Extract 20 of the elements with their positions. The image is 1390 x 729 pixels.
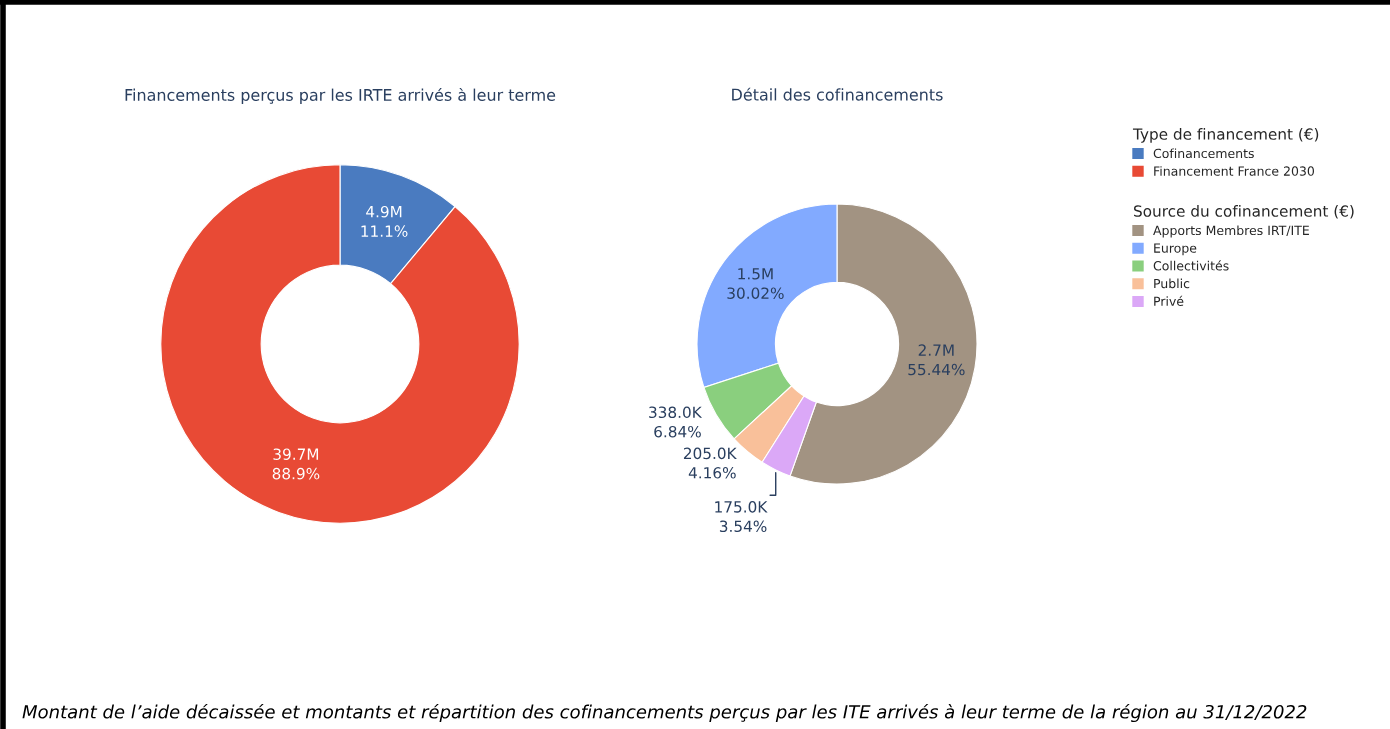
legend-label: Financement France 2030	[1154, 166, 1315, 176]
data-label: 2.7M 55.44%	[908, 344, 965, 376]
data-label: 39.7M 88.9%	[272, 448, 320, 480]
legend-label: Apports Membres IRT/ITE	[1153, 225, 1309, 238]
legend-title: Source du cofinancement (€)	[1134, 205, 1354, 219]
data-label: 338.0K 6.84%	[649, 406, 703, 438]
data-label: 1.5M 30.02%	[727, 268, 784, 299]
legend-title: Type de financement (€)	[1132, 128, 1319, 143]
legend-label: Europe	[1154, 243, 1197, 256]
data-label: 4.9M 11.1%	[361, 205, 408, 237]
legend-label: Privé	[1154, 295, 1184, 306]
data-label: 175.0K 3.54%	[715, 501, 768, 533]
chart-title: Détail des cofinancements	[732, 87, 943, 101]
text: Montant de l’aide décaissée et montants et répartition des cofinancements perçus par les ITE arrivés à leur terme de la région au 31/12/2022	[22, 703, 1307, 723]
data-label: 205.0K 4.16%	[683, 447, 737, 479]
chart-title: Financements perçus par les IRTE arrivés à leur terme	[125, 87, 556, 105]
legend-label: Public	[1154, 278, 1190, 289]
legend-label: Collectivités	[1153, 260, 1229, 271]
legend-label: Cofinancements	[1153, 148, 1254, 159]
donut-slice	[160, 164, 520, 524]
